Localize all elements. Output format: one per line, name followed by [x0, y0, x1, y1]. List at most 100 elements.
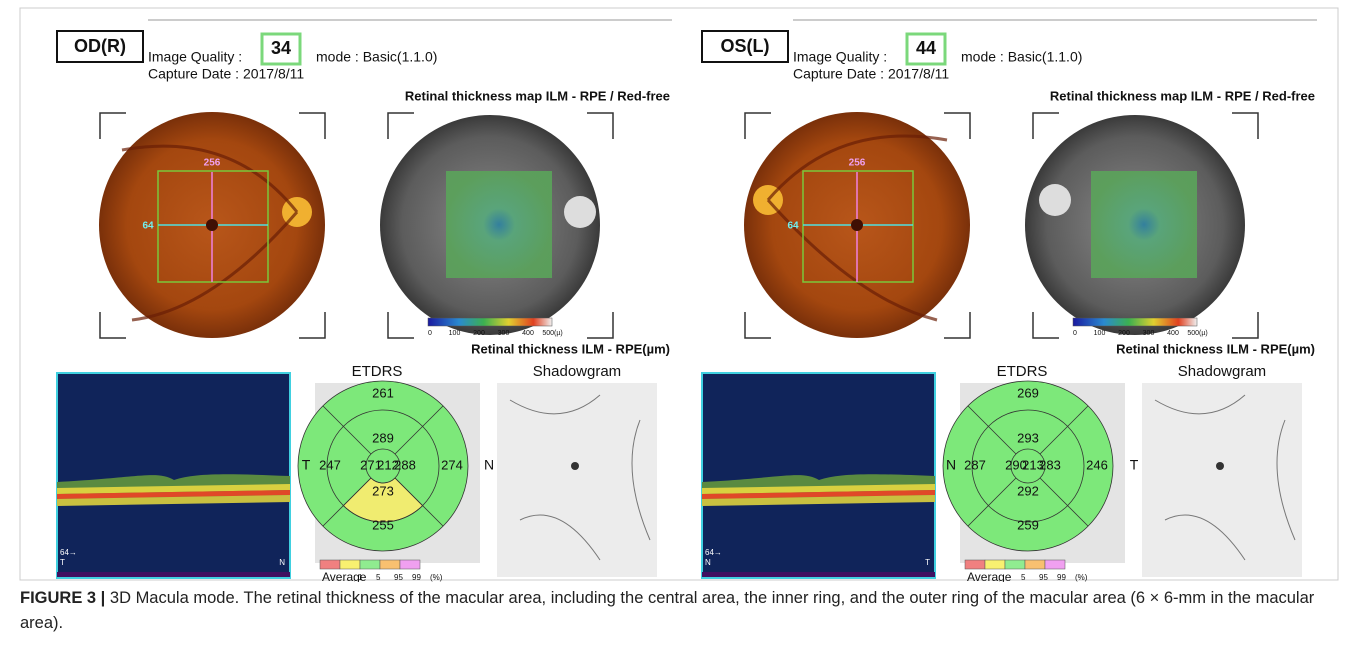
bscan-label: 64→	[705, 548, 722, 557]
map-title: Retinal thickness map ILM - RPE / Red-fr…	[1050, 88, 1315, 103]
corner-bracket	[1032, 312, 1059, 339]
legend-label: 1	[358, 573, 363, 582]
corner-bracket	[944, 312, 971, 339]
legend-swatch	[1004, 559, 1026, 570]
corner-bracket	[299, 112, 326, 139]
rpe-layer	[702, 490, 935, 499]
shadowgram-title: Shadowgram	[1178, 363, 1266, 380]
etdrs-value: 283	[1039, 457, 1061, 472]
caption-label: FIGURE 3 |	[20, 589, 106, 607]
corner-bracket	[587, 112, 614, 139]
corner-bracket	[1032, 112, 1059, 139]
legend-swatch	[399, 559, 421, 570]
shadowgram-fovea	[1216, 462, 1224, 470]
thickness-overlay	[1091, 171, 1197, 278]
shadowgram-vessels	[1154, 394, 1296, 561]
corner-bracket	[944, 112, 971, 139]
image-quality-label: Image Quality :	[793, 49, 887, 65]
legend-label: 99	[412, 573, 421, 582]
etdrs-value: 259	[1017, 517, 1039, 532]
image-quality: 44	[916, 38, 936, 58]
colorbar-tick: 0	[428, 330, 432, 337]
etdrs-value: 269	[1017, 385, 1039, 400]
etdrs-divider	[322, 405, 372, 455]
capture-date: Capture Date : 2017/8/11	[793, 66, 949, 82]
vessels	[766, 134, 948, 322]
thickness-title: Retinal thickness ILM - RPE(µm)	[471, 341, 670, 356]
etdrs-value: 287	[964, 457, 986, 472]
etdrs-value: 247	[319, 457, 341, 472]
colorbar-tick: 200	[1118, 330, 1130, 337]
legend-label: 5	[1021, 573, 1026, 582]
fovea	[851, 219, 863, 231]
etdrs-divider	[1039, 477, 1089, 527]
etdrs-value: 212	[377, 457, 399, 472]
eye-box	[56, 30, 144, 63]
etdrs-value: 213	[1022, 457, 1044, 472]
shadowgram-title: Shadowgram	[533, 363, 621, 380]
image-quality-label: Image Quality :	[148, 49, 242, 65]
bscan-label: 64→	[60, 548, 77, 557]
etdrs-side: N	[484, 457, 494, 473]
eye-label: OD(R)	[74, 36, 126, 56]
etdrs-inner	[971, 409, 1085, 523]
bscan-label: T	[60, 558, 65, 567]
colorbar-tick: 500(µ)	[1187, 330, 1207, 337]
etdrs-divider	[394, 477, 444, 527]
legend-swatch	[1024, 559, 1046, 570]
caption-text: 3D Macula mode. The retinal thickness of…	[20, 589, 1315, 632]
figure: OD(R) Image Quality : 34 mode : Basic(1.1.0…	[19, 7, 1339, 582]
etdrs-divider	[322, 477, 372, 527]
corner-bracket	[1232, 112, 1259, 139]
colorbar	[1072, 317, 1198, 327]
legend-swatch	[379, 559, 401, 570]
legend-swatch	[964, 559, 986, 570]
legend-label: 95	[1039, 573, 1048, 582]
etdrs-title: ETDRS	[352, 363, 403, 380]
legend-label: (%)	[1075, 573, 1088, 582]
legend-swatch	[984, 559, 1006, 570]
fovea	[206, 219, 218, 231]
etdrs-title: ETDRS	[997, 363, 1048, 380]
quality-box	[905, 32, 947, 66]
retina-layer	[702, 484, 935, 494]
corner-bracket	[299, 312, 326, 339]
bscan-label: T	[925, 558, 930, 567]
colorbar-tick: 400	[522, 330, 534, 337]
etdrs-value: 271	[360, 457, 382, 472]
corner-bracket	[99, 312, 126, 339]
etdrs-side: T	[302, 457, 311, 473]
optic-disc	[1039, 184, 1071, 216]
corner-bracket	[744, 112, 771, 139]
rpe-layer	[57, 490, 290, 499]
shadowgram-vessels	[509, 394, 651, 561]
legend-label: 95	[394, 573, 403, 582]
corner-bracket	[387, 112, 414, 139]
colorbar-tick: 200	[473, 330, 485, 337]
etdrs-side: N	[946, 457, 956, 473]
colorbar-tick: 100	[1094, 330, 1106, 337]
etdrs-value: 289	[372, 430, 394, 445]
etdrs-inner	[326, 409, 440, 523]
optic-disc	[564, 196, 596, 228]
corner-bracket	[99, 112, 126, 139]
scan-area	[157, 170, 269, 283]
etdrs-value: 255	[372, 517, 394, 532]
eye-label: OS(L)	[721, 36, 770, 56]
shadowgram	[1142, 383, 1302, 577]
legend-swatch	[339, 559, 361, 570]
fundus-annotation: 256	[849, 158, 866, 169]
quality-box	[260, 32, 302, 66]
bscan-bar	[57, 572, 290, 577]
colorbar	[427, 317, 553, 327]
etdrs-value: 292	[1017, 483, 1039, 498]
image-quality: 34	[271, 38, 291, 58]
mode: mode : Basic(1.1.0)	[961, 49, 1082, 65]
etdrs-value: 261	[372, 385, 394, 400]
corner-bracket	[1232, 312, 1259, 339]
etdrs-value: 246	[1086, 457, 1108, 472]
colorbar-tick: 300	[498, 330, 510, 337]
etdrs-value: 273	[372, 483, 394, 498]
legend-label: Average	[967, 570, 1012, 582]
